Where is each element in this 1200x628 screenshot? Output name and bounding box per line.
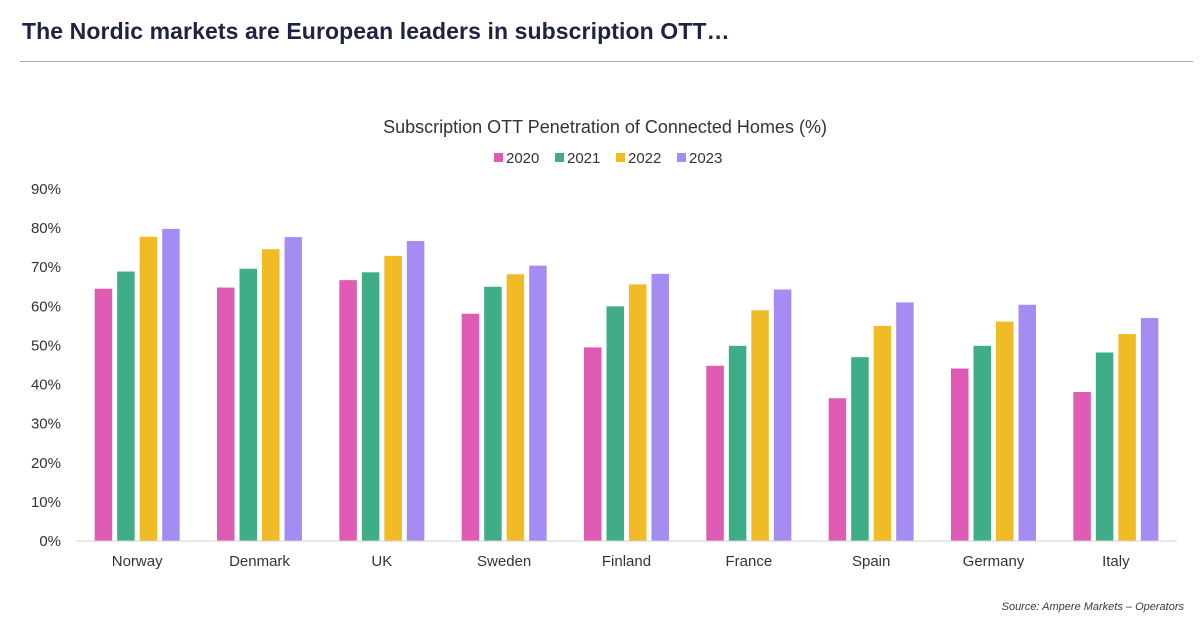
x-tick-label: Denmark xyxy=(229,553,290,570)
bar-2023 xyxy=(896,302,914,541)
bar-2022 xyxy=(996,321,1014,541)
page-headline: The Nordic markets are European leaders … xyxy=(22,18,730,44)
y-tick-label: 70% xyxy=(31,259,61,276)
bar-2020 xyxy=(94,288,113,541)
y-tick-label: 20% xyxy=(31,455,61,472)
bar-2022 xyxy=(384,255,402,541)
bar-2020 xyxy=(461,313,480,541)
bar-2021 xyxy=(851,357,869,541)
y-tick-label: 30% xyxy=(31,416,61,433)
legend-swatch xyxy=(616,153,625,162)
bar-2023 xyxy=(406,241,425,542)
chart-title: Subscription OTT Penetration of Connecte… xyxy=(383,117,827,137)
y-tick-label: 90% xyxy=(31,181,61,198)
x-tick-label: Italy xyxy=(1102,553,1130,570)
y-tick-label: 10% xyxy=(31,494,61,511)
bar-2020 xyxy=(951,368,969,541)
bar-2023 xyxy=(529,265,547,541)
y-tick-label: 50% xyxy=(31,337,61,354)
y-tick-label: 80% xyxy=(31,220,61,237)
x-tick-label: Spain xyxy=(852,553,890,570)
bar-2021 xyxy=(117,271,135,541)
bar-2021 xyxy=(606,306,624,541)
bar-2021 xyxy=(973,345,991,541)
bar-2022 xyxy=(506,274,525,541)
bar-2022 xyxy=(262,249,280,541)
y-tick-label: 60% xyxy=(31,298,61,315)
bar-2021 xyxy=(484,286,502,541)
bar-2021 xyxy=(1095,352,1114,541)
y-tick-label: 40% xyxy=(31,377,61,394)
bar-2022 xyxy=(873,325,892,541)
legend-swatch xyxy=(677,153,686,162)
x-tick-label: Sweden xyxy=(477,553,531,570)
legend-swatch xyxy=(494,153,503,162)
bar-2023 xyxy=(1018,304,1036,541)
bar-2020 xyxy=(339,280,357,541)
x-tick-label: UK xyxy=(371,553,392,570)
bar-2023 xyxy=(284,237,302,541)
bars-layer xyxy=(94,228,1159,542)
bar-2020 xyxy=(828,398,847,541)
y-axis: 0% 10% 20% 30% 40% 50% 60% 70% 80% 90% xyxy=(31,181,61,550)
bar-2020 xyxy=(706,365,724,541)
x-tick-label: Germany xyxy=(963,553,1025,570)
bar-2020 xyxy=(1073,391,1091,541)
x-tick-label: Norway xyxy=(112,553,163,570)
bar-2023 xyxy=(773,289,792,541)
legend-label: 2021 xyxy=(567,150,600,167)
bar-2023 xyxy=(162,228,180,542)
bar-2020 xyxy=(584,347,602,541)
legend-label: 2020 xyxy=(506,150,539,167)
bar-2021 xyxy=(239,268,257,541)
source-note: Source: Ampere Markets – Operators xyxy=(1001,601,1184,613)
bar-2022 xyxy=(751,310,769,541)
legend-label: 2023 xyxy=(689,150,722,167)
headline-divider xyxy=(20,61,1193,62)
x-tick-label: France xyxy=(725,553,772,570)
bar-2022 xyxy=(139,236,158,541)
bar-2023 xyxy=(651,273,669,541)
bar-2020 xyxy=(217,287,235,541)
legend-swatch xyxy=(555,153,564,162)
bar-2022 xyxy=(629,284,647,541)
bar-2021 xyxy=(728,345,747,541)
x-axis: Norway Denmark UK Sweden Finland France Spain G… xyxy=(112,553,1130,570)
legend-label: 2022 xyxy=(628,150,661,167)
bar-2021 xyxy=(361,272,380,541)
bar-2023 xyxy=(1140,318,1159,541)
y-tick-label: 0% xyxy=(39,533,61,550)
bar-2022 xyxy=(1118,334,1136,541)
x-tick-label: Finland xyxy=(602,553,651,570)
chart-legend: 2020 2021 2022 2023 xyxy=(494,150,722,167)
